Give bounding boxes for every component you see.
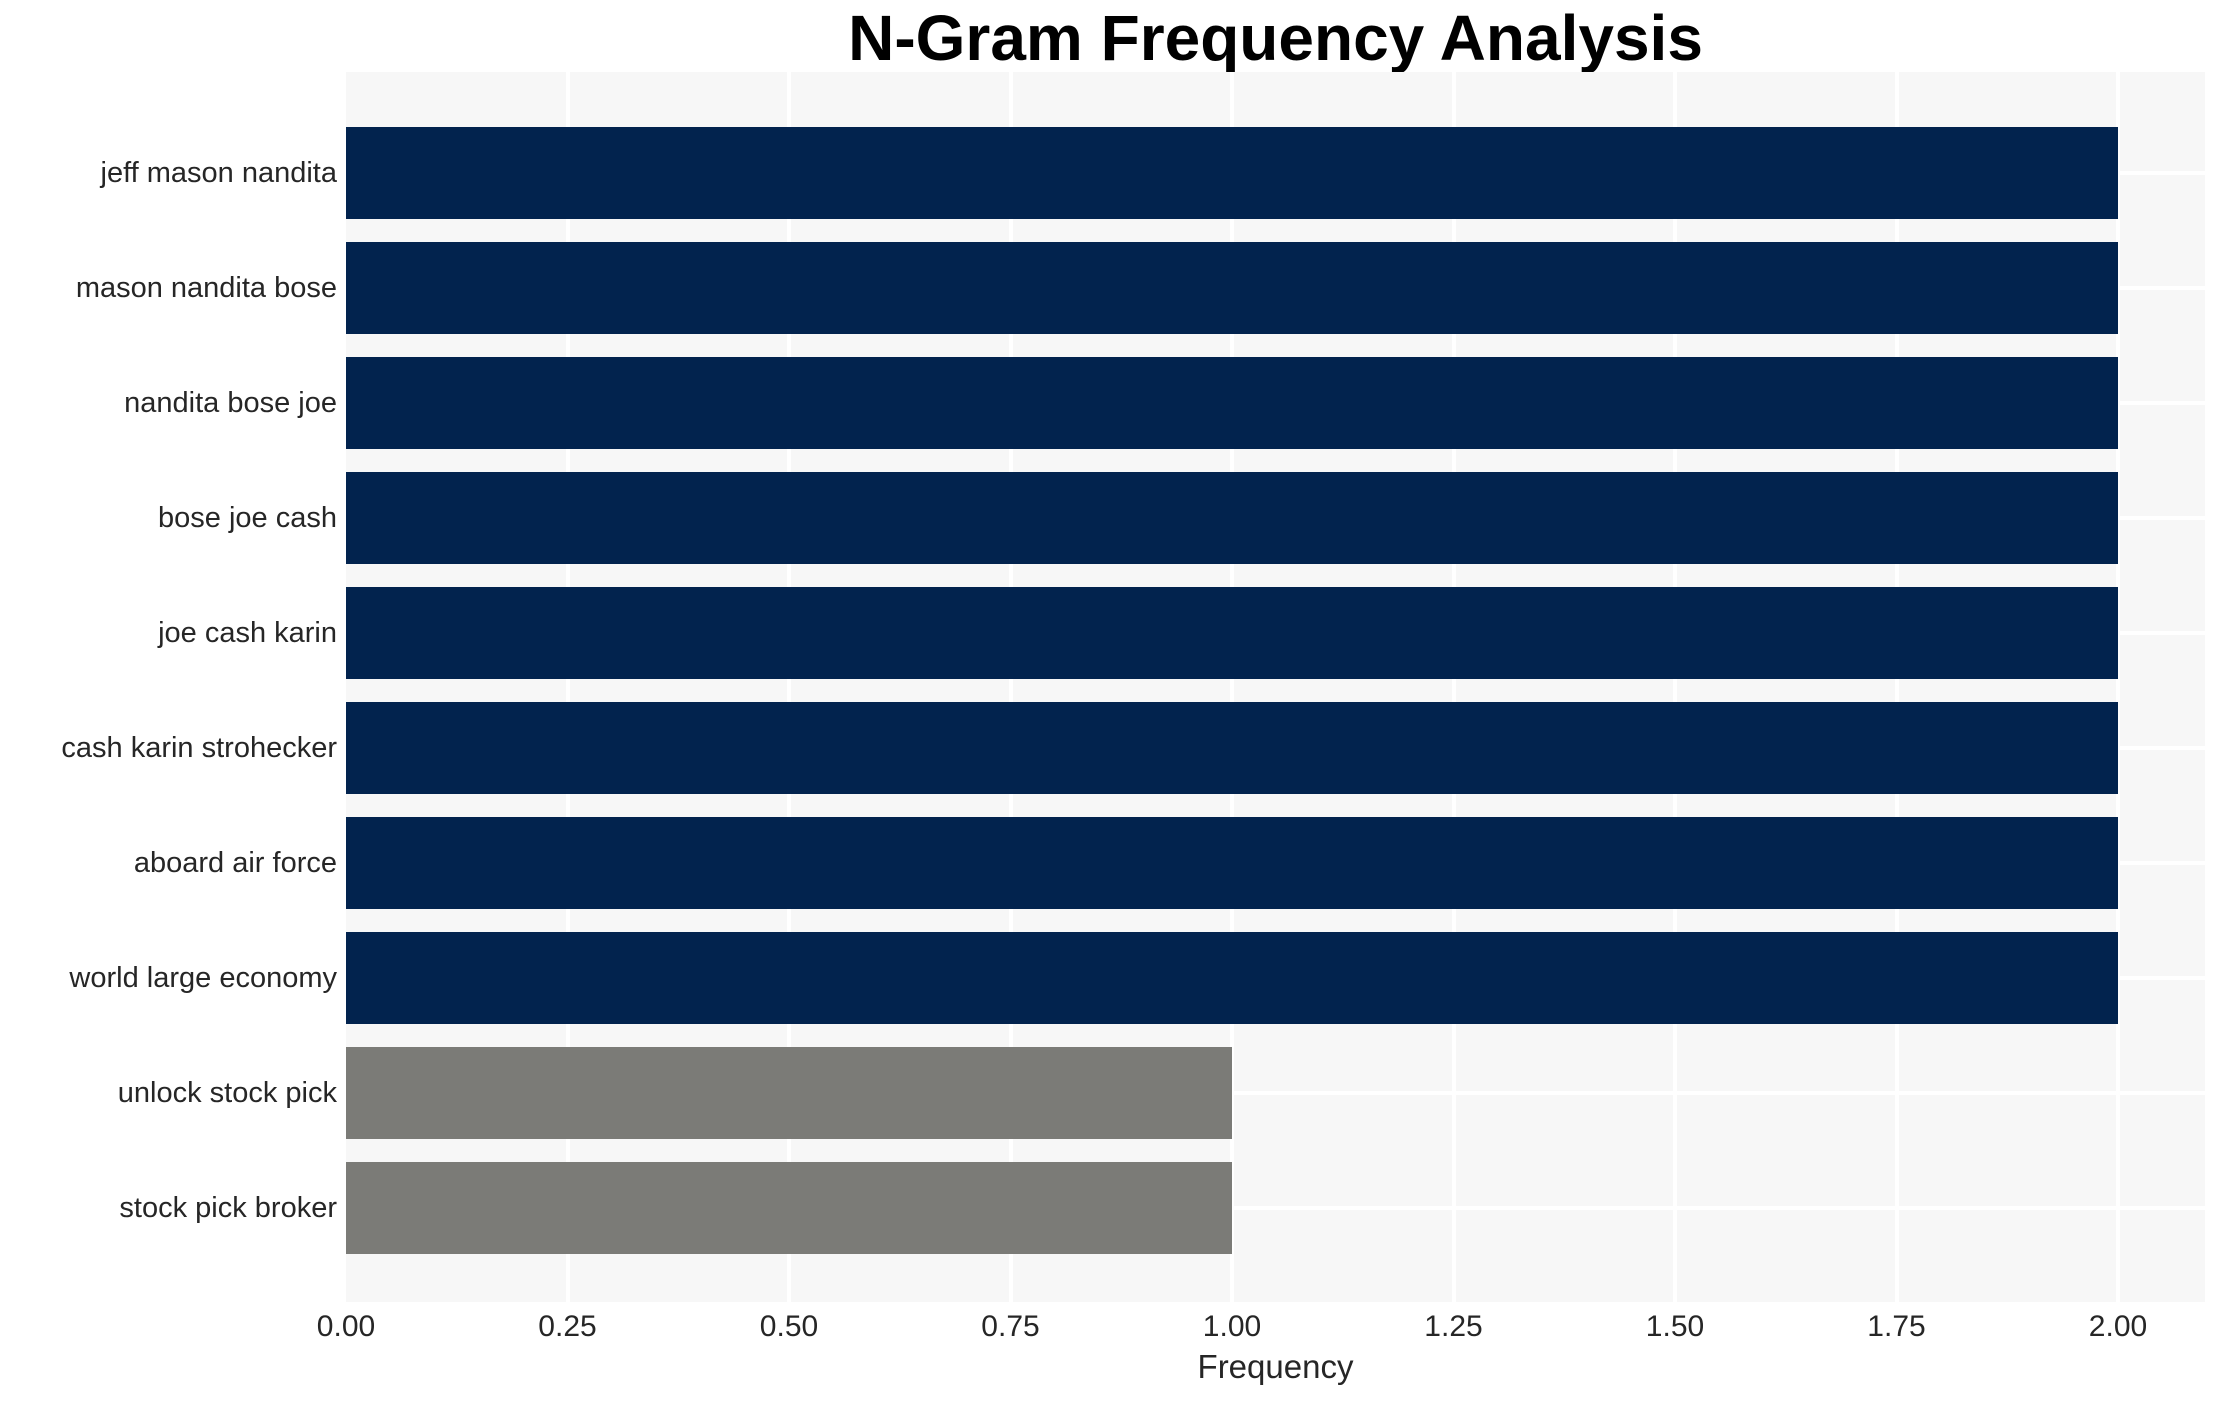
x-axis-ticks: 0.00 0.25 0.50 0.75 1.00 1.25 1.50 1.75 2.00: [317, 1310, 2205, 1350]
vertical-gridline: [1894, 72, 1899, 1302]
vertical-gridline: [1673, 72, 1677, 1302]
vertical-gridline: [565, 72, 570, 1302]
horizontal-gridline: [346, 1091, 2205, 1095]
y-tick-label: bose joe cash: [158, 502, 337, 534]
x-tick-label: 2.00: [2088, 1310, 2148, 1343]
vertical-gridline: [1451, 72, 1456, 1302]
x-tick-label: 1.25: [1424, 1310, 1483, 1343]
bar: [346, 587, 2118, 679]
y-tick-label: joe cash karin: [158, 617, 337, 649]
bars: [346, 72, 2205, 1302]
vertical-gridline: [1230, 72, 1234, 1302]
horizontal-gridline: [346, 1206, 2205, 1210]
x-tick-label: 0.25: [538, 1310, 597, 1343]
y-tick-label: mason nandita bose: [75, 272, 337, 304]
bar: [346, 1162, 1232, 1254]
x-tick-label: 1.00: [1202, 1310, 1262, 1343]
vertical-gridline: [787, 72, 791, 1302]
bar: [346, 702, 2118, 794]
vertical-gridline: [1008, 72, 1013, 1302]
y-tick-label: aboard air force: [133, 847, 337, 879]
chart-title: N-Gram Frequency Analysis: [848, 2, 1703, 74]
bar: [346, 127, 2118, 219]
bar: [346, 932, 2118, 1024]
bar: [346, 357, 2118, 449]
x-tick-label: 1.50: [1645, 1310, 1705, 1343]
bar: [346, 242, 2118, 334]
x-axis-title: Frequency: [1197, 1348, 1354, 1385]
vertical-gridline: [2116, 72, 2120, 1302]
y-tick-label: world large economy: [69, 962, 337, 994]
x-tick-label: 0.50: [759, 1310, 819, 1343]
x-tick-label: 0.00: [316, 1310, 376, 1343]
y-tick-label: nandita bose joe: [124, 387, 337, 419]
y-tick-label: stock pick broker: [119, 1192, 337, 1224]
bar: [346, 1047, 1232, 1139]
x-tick-label: 0.75: [981, 1310, 1040, 1343]
plot-area: [346, 72, 2205, 1302]
y-tick-label: jeff mason nandita: [100, 157, 337, 189]
bar: [346, 472, 2118, 564]
y-axis-labels: jeff mason nandita mason nandita bose nand…: [0, 72, 337, 1302]
y-tick-label: unlock stock pick: [117, 1077, 337, 1109]
x-tick-label: 1.75: [1867, 1310, 1926, 1343]
y-tick-label: cash karin strohecker: [61, 732, 337, 764]
bar: [346, 817, 2118, 909]
